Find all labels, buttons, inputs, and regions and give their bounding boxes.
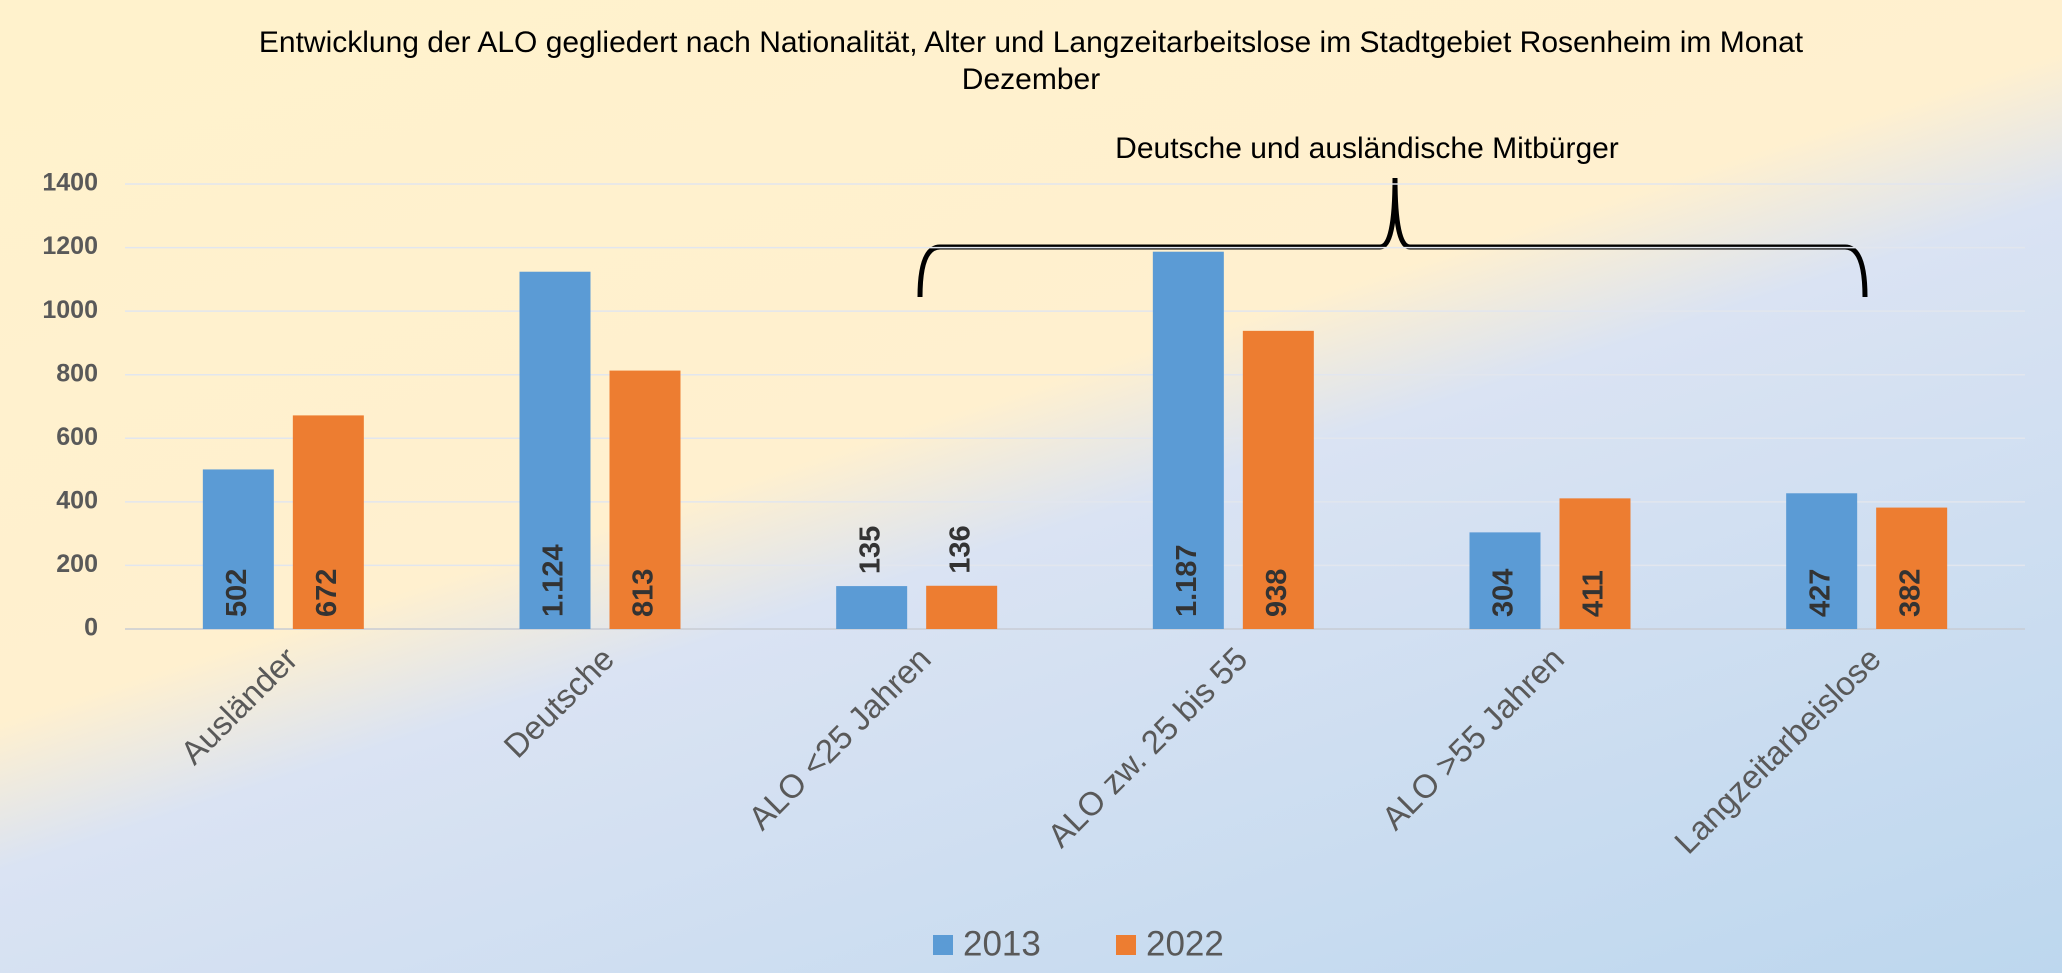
bar <box>1242 330 1314 629</box>
bar <box>1559 498 1631 629</box>
bar <box>1469 532 1541 629</box>
value-label: 136 <box>944 525 976 573</box>
bar <box>292 415 364 629</box>
legend-swatch <box>1116 935 1136 955</box>
x-tick-label: Ausländer <box>173 640 304 771</box>
annotation: Deutsche und ausländische Mitbürger <box>1115 132 1619 165</box>
value-label: 382 <box>1894 569 1926 617</box>
y-tick-label: 1200 <box>42 232 98 260</box>
bar <box>1152 251 1224 630</box>
legend-swatch <box>933 935 953 955</box>
brace <box>917 177 1868 298</box>
value-label: 411 <box>1578 570 1610 617</box>
x-tick-label: Langzeitarbeislose <box>1667 640 1888 861</box>
value-label: 502 <box>221 569 253 617</box>
value-label: 1.124 <box>538 544 570 617</box>
value-label: 304 <box>1488 569 1520 617</box>
y-tick-label: 1400 <box>42 169 98 197</box>
y-tick-label: 1000 <box>42 296 98 324</box>
y-tick-label: 600 <box>56 423 98 451</box>
bar <box>1876 507 1948 629</box>
x-tick-label: ALO zw. 25 bis 55 <box>1040 640 1254 854</box>
x-tick-label: ALO <25 Jahren <box>741 640 938 837</box>
value-label: 672 <box>311 569 343 617</box>
bar <box>926 585 998 629</box>
x-tick-label: ALO >55 Jahren <box>1374 640 1571 837</box>
x-tick-label: Deutsche <box>496 640 621 765</box>
legend-label: 2022 <box>1146 924 1224 963</box>
bar <box>609 370 681 629</box>
legend-label: 2013 <box>963 924 1041 963</box>
bar <box>202 469 274 629</box>
y-tick-label: 200 <box>56 550 98 578</box>
y-tick-label: 800 <box>56 359 98 387</box>
bar <box>836 586 908 629</box>
bar <box>1786 493 1858 629</box>
value-label: 427 <box>1804 569 1836 617</box>
y-tick-label: 400 <box>56 486 98 514</box>
bar <box>519 271 591 629</box>
value-label: 813 <box>628 569 660 617</box>
value-label: 135 <box>854 526 886 574</box>
value-label: 1.187 <box>1171 544 1203 617</box>
y-tick-label: 0 <box>84 614 98 642</box>
value-label: 938 <box>1261 569 1293 617</box>
chart-title: Entwicklung der ALO gegliedert nach Nati… <box>258 26 1804 96</box>
